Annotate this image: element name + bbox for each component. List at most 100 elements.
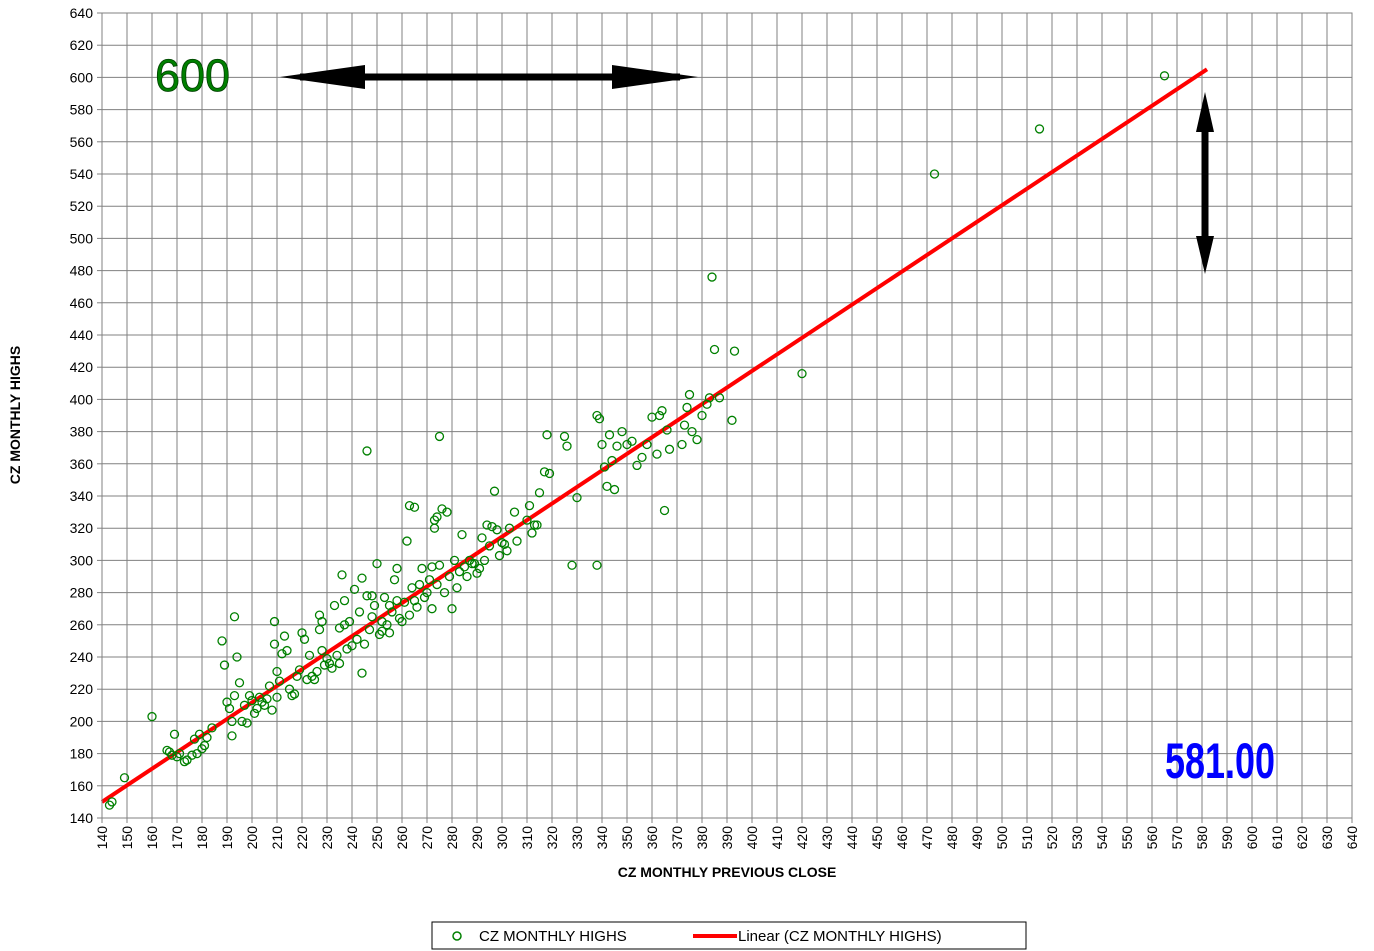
data-point (309, 674, 320, 685)
data-point (539, 467, 550, 477)
y-tick-label: 620 (70, 37, 94, 53)
data-point (344, 616, 355, 627)
data-point (367, 591, 377, 601)
data-point (364, 624, 375, 635)
x-tick-label: 600 (1244, 826, 1260, 850)
data-points (104, 71, 1170, 810)
data-point (207, 723, 217, 733)
data-point (362, 591, 372, 601)
data-point (607, 455, 617, 466)
data-point (384, 628, 395, 638)
data-point (707, 272, 717, 282)
data-point (929, 169, 940, 179)
data-point (334, 623, 345, 633)
data-point (284, 684, 295, 694)
y-tick-label: 600 (70, 69, 94, 85)
data-point (567, 560, 577, 570)
y-tick-label: 320 (70, 520, 94, 536)
data-point (642, 439, 652, 450)
x-tick-label: 220 (294, 826, 310, 850)
x-tick-label: 540 (1094, 826, 1110, 850)
x-tick-label: 240 (344, 826, 360, 850)
x-tick-label: 610 (1269, 826, 1285, 850)
data-point (704, 393, 715, 403)
data-point (442, 507, 452, 517)
data-point (504, 523, 515, 533)
data-point (382, 620, 392, 630)
data-point (182, 755, 192, 765)
data-point (259, 700, 270, 710)
data-point (444, 571, 455, 582)
legend-label-points: CZ MONTHLY HIGHS (479, 928, 627, 945)
x-tick-label: 270 (419, 826, 435, 850)
data-point (489, 486, 500, 496)
x-tick-label: 310 (519, 826, 535, 850)
data-point (319, 660, 330, 670)
data-point (277, 649, 287, 659)
y-tick-label: 340 (70, 488, 94, 504)
data-point (714, 393, 725, 403)
data-point (327, 663, 337, 673)
x-tick-label: 280 (444, 826, 460, 850)
data-point (602, 481, 612, 491)
data-point (352, 634, 362, 644)
x-tick-label: 420 (794, 826, 810, 850)
data-point (252, 703, 262, 714)
data-point (187, 750, 197, 760)
data-point (439, 587, 450, 598)
data-point (357, 573, 367, 583)
data-point (194, 729, 205, 739)
data-point (609, 484, 620, 495)
data-point (729, 346, 740, 356)
data-point (477, 533, 487, 543)
data-point (192, 748, 202, 759)
x-tick-label: 450 (869, 826, 885, 850)
data-point (474, 563, 485, 574)
x-tick-label: 350 (619, 826, 635, 850)
x-tick-label: 440 (844, 826, 860, 850)
data-point (384, 600, 395, 611)
x-tick-label: 380 (694, 826, 710, 850)
data-point (524, 501, 535, 511)
x-tick-label: 410 (769, 826, 785, 850)
data-point (612, 441, 622, 451)
y-tick-label: 460 (70, 295, 94, 311)
x-tick-label: 560 (1144, 826, 1160, 850)
data-point (677, 439, 687, 450)
data-point (227, 731, 237, 741)
y-tick-label: 140 (70, 810, 94, 826)
data-point (349, 584, 360, 595)
data-point (189, 734, 200, 744)
data-point (632, 460, 642, 471)
data-point (317, 616, 327, 627)
data-point (447, 604, 457, 614)
data-point (147, 711, 157, 722)
x-tick-label: 290 (469, 826, 485, 850)
data-point (419, 592, 430, 603)
data-point (362, 446, 372, 456)
data-point (304, 650, 315, 661)
data-point (357, 668, 367, 678)
data-point (367, 612, 377, 622)
data-point (202, 732, 212, 743)
data-point (437, 504, 447, 514)
data-point (222, 697, 232, 707)
data-point (312, 666, 322, 677)
data-point (604, 430, 615, 440)
data-point (422, 587, 432, 598)
data-point (529, 520, 540, 530)
y-tick-label: 400 (70, 391, 94, 407)
data-point (457, 529, 467, 540)
legend-label-trend: Linear (CZ MONTHLY HIGHS) (738, 928, 942, 945)
y-tick-label: 200 (70, 713, 94, 729)
data-point (679, 420, 690, 430)
data-point (242, 718, 252, 728)
data-point (294, 665, 305, 675)
y-tick-label: 480 (70, 263, 94, 279)
data-point (662, 425, 672, 435)
data-point (269, 616, 280, 627)
x-tick-label: 360 (644, 826, 660, 850)
data-point (492, 525, 502, 535)
data-point (274, 676, 285, 686)
